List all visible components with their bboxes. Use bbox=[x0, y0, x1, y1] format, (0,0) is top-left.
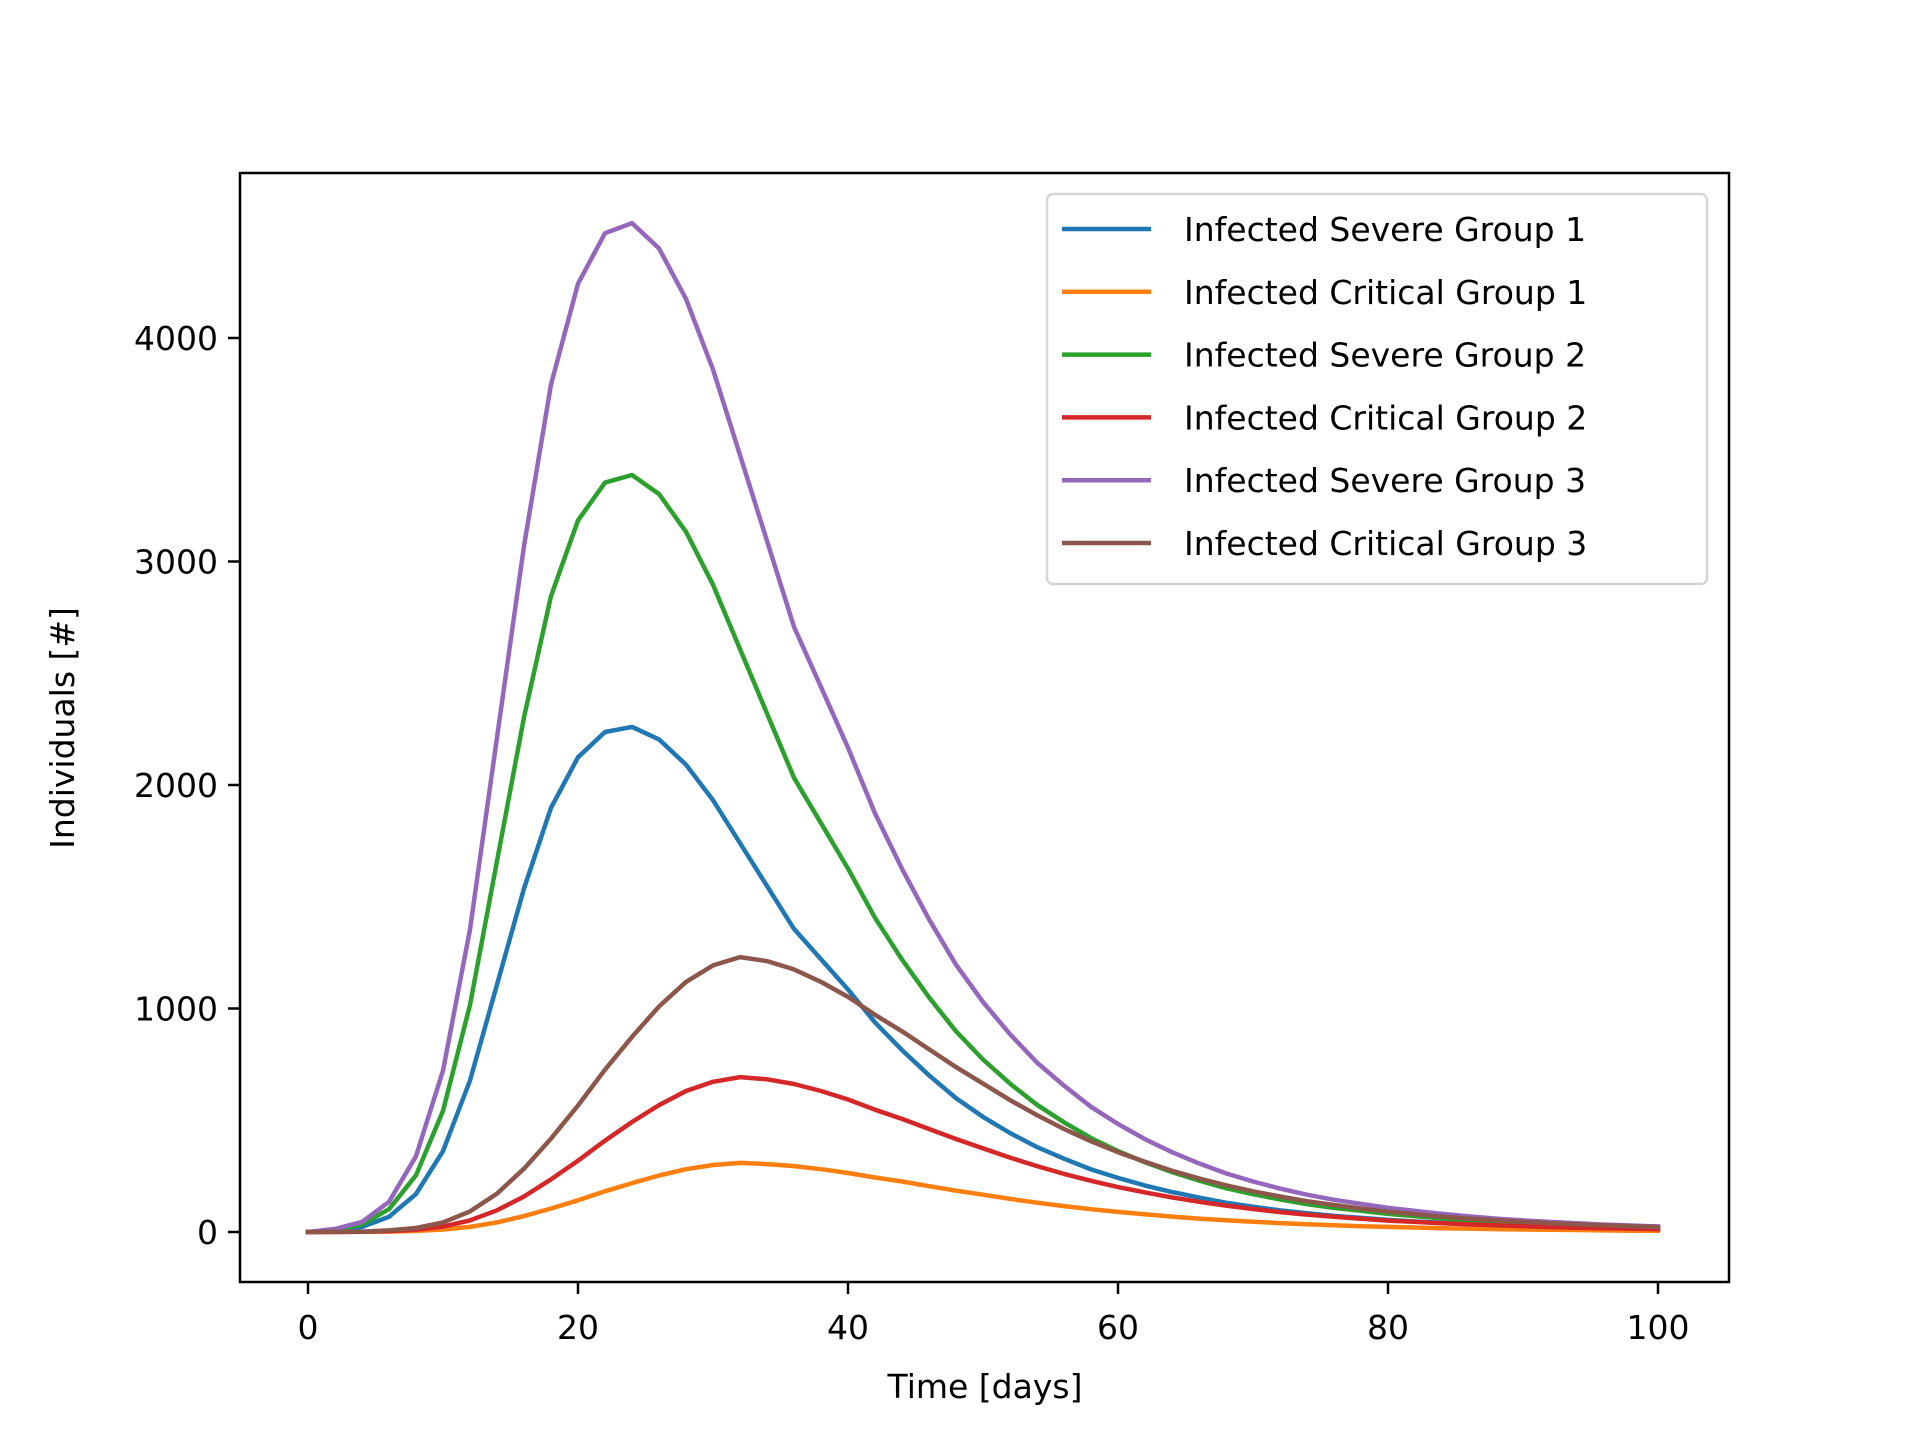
x-tick-label: 20 bbox=[557, 1308, 599, 1347]
y-tick-label: 2000 bbox=[134, 766, 218, 805]
y-axis-ticks: 0 1000 2000 3000 4000 bbox=[134, 319, 240, 1252]
legend-entry: Infected Critical Group 1 bbox=[1062, 273, 1587, 312]
legend-label: Infected Severe Group 2 bbox=[1184, 336, 1586, 375]
y-tick-label: 0 bbox=[197, 1213, 218, 1252]
legend-label: Infected Critical Group 1 bbox=[1184, 273, 1587, 312]
legend-label: Infected Severe Group 1 bbox=[1184, 210, 1586, 249]
series-line-2 bbox=[305, 1160, 1661, 1235]
x-tick-label: 100 bbox=[1627, 1308, 1690, 1347]
legend-entry: Infected Severe Group 3 bbox=[1062, 461, 1586, 500]
y-tick-label: 4000 bbox=[134, 319, 218, 358]
legend-frame bbox=[1045, 192, 1709, 586]
legend-entry: Infected Severe Group 1 bbox=[1062, 210, 1586, 249]
series-line-4 bbox=[305, 1074, 1661, 1235]
legend-entry: Infected Critical Group 2 bbox=[1062, 398, 1587, 437]
series-line-5 bbox=[305, 220, 1661, 1235]
legend: Infected Severe Group 1 Infected Critical… bbox=[1045, 192, 1709, 586]
series-line-6 bbox=[305, 954, 1661, 1235]
legend-label: Infected Critical Group 2 bbox=[1184, 398, 1587, 437]
legend-label: Infected Critical Group 3 bbox=[1184, 524, 1587, 563]
legend-entry: Infected Severe Group 2 bbox=[1062, 336, 1586, 375]
legend-entry: Infected Critical Group 3 bbox=[1062, 524, 1587, 563]
y-tick-label: 1000 bbox=[134, 990, 218, 1029]
legend-label: Infected Severe Group 3 bbox=[1184, 461, 1586, 500]
plot-lines bbox=[305, 220, 1661, 1235]
axes-frame bbox=[238, 171, 1731, 1284]
x-tick-label: 0 bbox=[298, 1308, 319, 1347]
x-axis-ticks: 0 20 40 60 80 100 bbox=[298, 1282, 1690, 1347]
y-tick-label: 3000 bbox=[134, 543, 218, 582]
x-tick-label: 80 bbox=[1367, 1308, 1409, 1347]
x-tick-label: 60 bbox=[1097, 1308, 1139, 1347]
y-axis-label: Individuals [#] bbox=[43, 607, 82, 849]
x-tick-label: 40 bbox=[827, 1308, 869, 1347]
x-axis-label: Time [days] bbox=[887, 1367, 1083, 1406]
